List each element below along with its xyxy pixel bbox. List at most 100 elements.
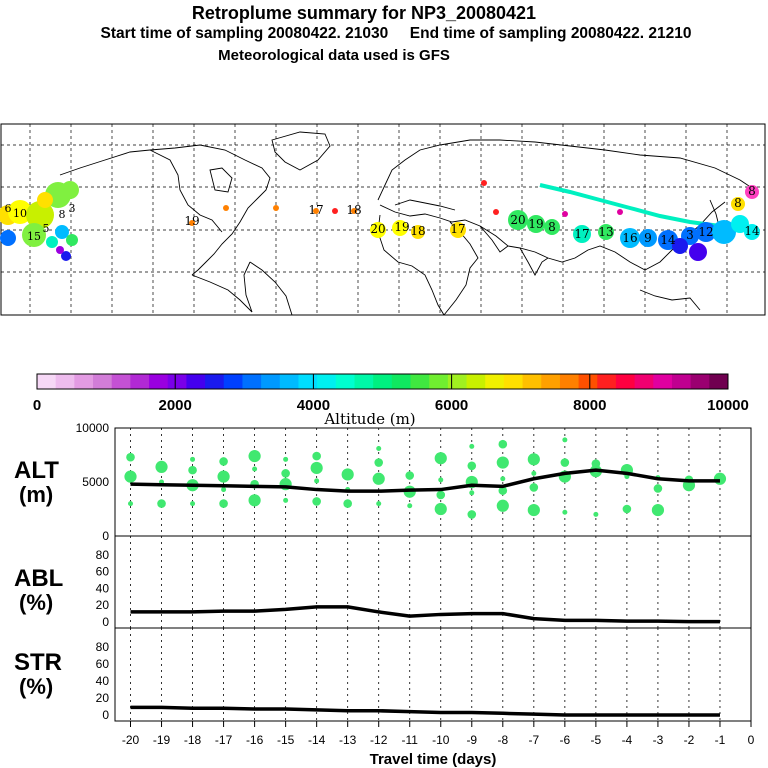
plume-blob — [672, 238, 688, 254]
str-panel-unit: (%) — [19, 674, 53, 699]
colorbar-swatch — [690, 374, 710, 389]
colorbar-tick-label: 10000 — [707, 397, 749, 414]
alt-plume-dot — [467, 510, 477, 519]
alt-plume-dot — [248, 449, 261, 463]
colorbar-tick-label: 8000 — [573, 397, 606, 414]
y-tick-label: 20 — [96, 598, 110, 612]
alt-plume-dot — [527, 453, 540, 466]
colorbar-swatch — [317, 374, 337, 389]
map-day-label: 15 — [27, 230, 41, 243]
plume-blob — [0, 230, 16, 246]
plume-dot — [481, 180, 487, 186]
map-day-label: 12 — [698, 225, 713, 239]
colorbar-swatch — [541, 374, 561, 389]
alt-plume-dot — [434, 502, 447, 516]
plume-blob — [370, 222, 386, 238]
y-tick-label: 60 — [96, 657, 110, 671]
map-day-label: 19 — [528, 217, 543, 231]
x-tick-label: -13 — [339, 733, 357, 747]
coastlines — [59, 131, 756, 316]
plume-blob — [712, 220, 736, 244]
plume-blob — [8, 200, 32, 224]
alt-plume-dot — [496, 456, 509, 469]
plume-blob — [26, 201, 54, 229]
plume-blob — [55, 225, 69, 239]
colorbar-swatch — [130, 374, 150, 389]
plume-dot — [617, 209, 623, 215]
colorbar-swatch — [634, 374, 654, 389]
colorbar-swatch — [410, 374, 430, 389]
plume-blob — [544, 219, 560, 235]
colorbar-tick-label: 4000 — [297, 397, 330, 414]
plume-blob — [527, 215, 545, 233]
map-graticule — [1, 124, 765, 315]
alt-series-line — [130, 468, 720, 493]
alt-plume-dot — [188, 465, 197, 475]
map-day-label: 3 — [686, 228, 694, 242]
alt-plume-dot — [283, 456, 289, 462]
colorbar-swatch — [149, 374, 169, 389]
alt-plume-dot — [376, 501, 382, 507]
alt-plume-dot — [343, 499, 352, 508]
alt-plume-dot — [498, 486, 508, 495]
colorbar-tick-label: 0 — [33, 397, 41, 414]
x-tick-label: -15 — [277, 733, 295, 747]
y-tick-label: 80 — [96, 548, 110, 562]
str-series-line — [130, 705, 720, 717]
map-day-label: 20 — [510, 213, 525, 227]
x-tick-label: -2 — [684, 733, 695, 747]
plume-dot — [351, 208, 357, 214]
abl-panel-label: ABL — [14, 565, 63, 592]
alt-plume-dot — [217, 470, 230, 483]
plume-blob — [56, 246, 64, 254]
colorbar-swatch — [111, 374, 131, 389]
map-day-label: 6 — [5, 202, 12, 215]
alt-plume-dot — [562, 437, 568, 443]
colorbar-swatch — [223, 374, 243, 389]
y-tick-label: 10000 — [76, 421, 110, 435]
alt-plume-dot — [562, 509, 568, 515]
colorbar-swatch — [671, 374, 692, 389]
plume-blob — [66, 234, 78, 246]
colorbar-swatch — [205, 374, 225, 389]
abl-series-line — [130, 605, 720, 624]
colorbar-label: Altitude (m) — [323, 410, 415, 428]
alt-plume-dot — [248, 494, 261, 507]
y-tick-label: 0 — [102, 708, 109, 722]
plume-blobs — [0, 180, 760, 261]
alt-plume-dot — [500, 476, 506, 482]
meteorological-data-line: Meteorological data used is GFS — [218, 47, 450, 64]
alt-plume-dot — [219, 499, 228, 508]
x-tick-label: -4 — [622, 733, 633, 747]
colorbar-swatch — [335, 374, 355, 389]
alt-plume-dot — [531, 470, 537, 476]
plume-blob — [46, 236, 58, 248]
y-tick-label: 60 — [96, 565, 110, 579]
plume-dot — [562, 211, 568, 217]
x-tick-label: -19 — [153, 733, 171, 747]
plume-blob — [744, 224, 760, 240]
plume-blob — [689, 243, 707, 261]
plume-blob — [731, 197, 745, 211]
map-day-label: 14 — [660, 233, 676, 247]
y-tick-label: 40 — [96, 674, 110, 688]
plume-blob — [61, 251, 71, 261]
panels-frame — [114, 427, 752, 722]
x-tick-label: -7 — [528, 733, 539, 747]
colorbar-swatch — [447, 374, 468, 389]
map-day-label: 8 — [748, 184, 756, 198]
alt-plume-dots — [124, 437, 727, 519]
map-day-label: 9 — [644, 231, 652, 245]
map-day-label: 17 — [574, 227, 589, 241]
map-day-label: 8 — [548, 220, 556, 234]
alt-plume-dot — [372, 472, 385, 485]
colorbar-swatch — [74, 374, 94, 389]
alt-plume-dot — [469, 490, 475, 496]
plume-blob — [620, 228, 640, 248]
alt-plume-dot — [312, 497, 321, 506]
alt-plume-dot — [438, 477, 444, 483]
alt-plume-dot — [469, 443, 475, 449]
